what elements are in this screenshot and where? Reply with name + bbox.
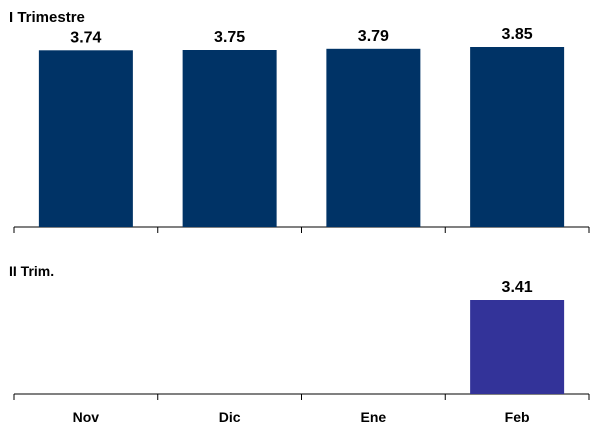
x-tick-label-nov: Nov [73, 409, 100, 425]
panel-2-bar-feb [470, 300, 565, 394]
panel-1-bar-nov [38, 50, 133, 227]
panel-1-title: I Trimestre [9, 9, 85, 26]
panel-1-bar-dic [182, 50, 277, 227]
panel-2-title: II Trim. [9, 263, 54, 279]
x-tick-label-feb: Feb [505, 409, 530, 425]
panel-1-data-label-ene: 3.79 [358, 28, 389, 45]
x-axis: Nov Dic Ene Feb [13, 227, 590, 425]
panel-1-data-label-nov: 3.74 [70, 29, 101, 46]
panel-1-data-label-feb: 3.85 [502, 26, 533, 43]
x-tick-label-dic: Dic [219, 409, 241, 425]
panel-2-bars: 3.41 [14, 279, 589, 395]
panel-1-bar-feb [470, 47, 565, 227]
panel-2-data-label-feb: 3.41 [502, 279, 533, 296]
panel-1-data-label-dic: 3.75 [214, 29, 245, 46]
panel-1-bar-ene [326, 48, 421, 227]
panel-1-bars: 3.74 3.75 3.79 3.85 [14, 26, 589, 228]
x-tick-label-ene: Ene [361, 409, 387, 425]
